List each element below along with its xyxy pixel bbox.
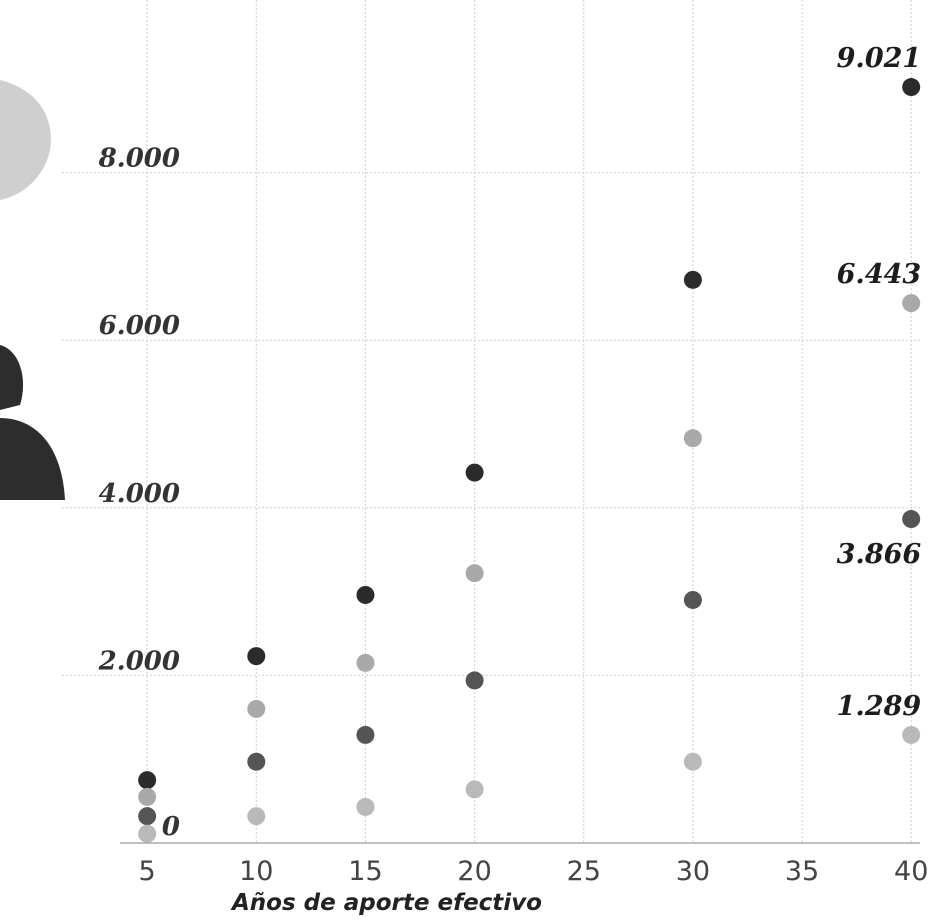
data-point [356,653,375,672]
x-tick-label: 40 [894,856,928,887]
x-axis-label: Años de aporte efectivo [230,890,542,916]
data-point [247,647,266,666]
data-point [902,78,921,97]
x-tick-label: 5 [139,856,156,887]
x-tick-label: 20 [457,856,491,887]
decorative-gray-circle-fragment [0,80,51,200]
data-point [138,807,157,826]
x-tick-label: 35 [785,856,819,887]
data-point [247,807,266,826]
data-value-label: 3.866 [837,539,922,570]
data-point [683,590,702,609]
data-point [138,771,157,790]
data-point [138,824,157,843]
data-value-label: 6.443 [837,259,922,290]
y-axis-ticks: 0 2.000 4.000 6.000 8.000 [98,144,180,842]
data-point [356,585,375,604]
data-point [902,725,921,744]
y-tick-label: 6.000 [99,311,180,341]
data-point [465,671,484,690]
decorative-dark-shape-fragment-large [0,418,65,500]
data-point [683,752,702,771]
data-point [465,564,484,583]
x-tick-label: 30 [676,856,710,887]
data-point [683,429,702,448]
data-points [138,78,921,843]
y-tick-label: 2.000 [98,646,180,676]
data-point [356,725,375,744]
data-point [683,270,702,289]
y-tick-label: 0 [162,812,180,842]
x-axis-ticks: 5 10 15 20 25 30 35 40 [139,856,929,887]
data-value-label: 9.021 [837,43,922,74]
x-tick-label: 15 [348,856,382,887]
data-point [247,699,266,718]
data-point [247,752,266,771]
data-point [356,797,375,816]
x-tick-label: 25 [567,856,601,887]
data-point [902,294,921,313]
data-labels: 9.021 6.443 3.866 1.289 [837,43,922,722]
grid [62,0,920,844]
data-point [138,787,157,806]
data-point [465,463,484,482]
y-tick-label: 8.000 [98,144,180,174]
data-point [902,510,921,529]
y-tick-label: 4.000 [99,479,180,509]
x-tick-label: 10 [239,856,273,887]
data-point [465,780,484,799]
data-value-label: 1.289 [837,691,922,722]
decorative-dark-shape-fragment [0,345,24,410]
